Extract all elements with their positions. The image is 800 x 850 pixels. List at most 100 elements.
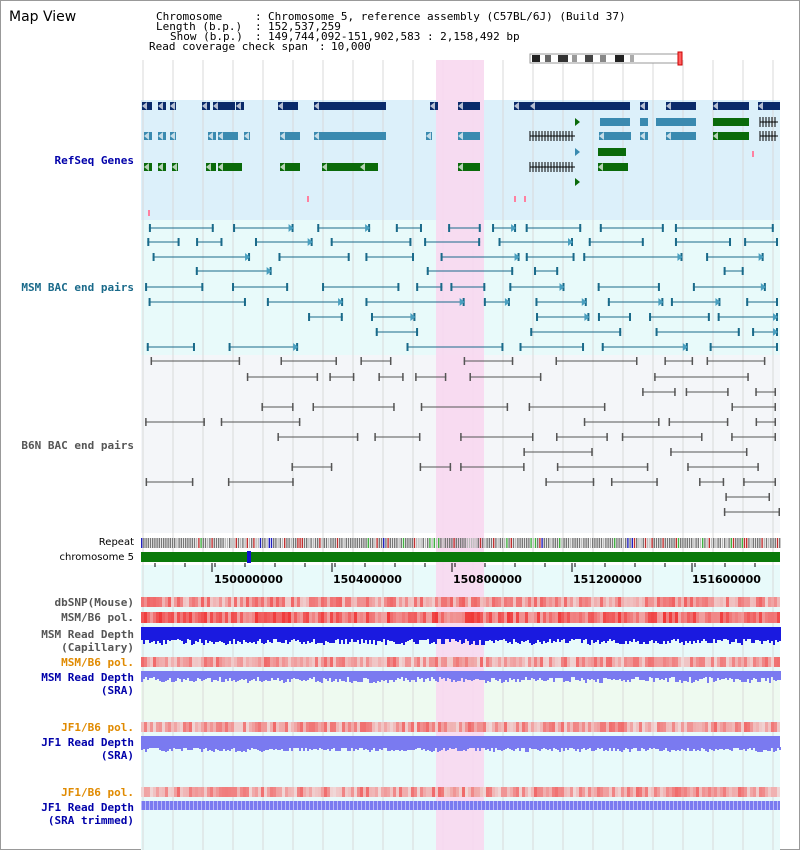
heat-cell (144, 722, 147, 732)
depth-bar (141, 637, 143, 640)
heat-cell (474, 657, 477, 667)
heat-cell (606, 657, 609, 667)
repeat-mark (156, 538, 158, 548)
heat-cell (462, 657, 465, 667)
heat-cell (447, 612, 450, 623)
repeat-mark (726, 538, 728, 548)
heat-cell (174, 597, 177, 607)
heat-cell (366, 657, 369, 667)
bac-arrow (677, 253, 683, 261)
depth-bar (651, 637, 653, 640)
heat-cell (768, 787, 771, 797)
depth-bar (519, 637, 521, 644)
depth-bar (679, 747, 681, 751)
bac-end (220, 418, 223, 426)
depth-bar (607, 637, 609, 641)
heat-cell (537, 722, 540, 732)
depth-texture (733, 801, 734, 810)
depth-bar (715, 637, 717, 643)
track-label-refseq[interactable]: RefSeq Genes (54, 154, 134, 167)
depth-texture (537, 801, 538, 810)
repeat-mark (229, 538, 231, 548)
repeat-mark (196, 538, 198, 548)
heat-cell (336, 657, 339, 667)
heat-cell (567, 597, 570, 607)
depth-texture (305, 801, 306, 810)
bac-end (450, 283, 453, 291)
heat-cell (714, 597, 717, 607)
heat-cell (492, 722, 495, 732)
depth-bar (625, 747, 627, 748)
heat-cell (156, 787, 159, 797)
depth-bar (777, 637, 779, 642)
heat-cell (726, 657, 729, 667)
track-label-msm-bac[interactable]: MSM BAC end pairs (21, 281, 134, 294)
repeat-mark (521, 538, 523, 548)
track-label-msm-depth-capillary[interactable]: MSM Read Depth (41, 628, 134, 641)
heat-cell (564, 597, 567, 607)
track-label-b6n-bac[interactable]: B6N BAC end pairs (21, 439, 134, 452)
bac-end (670, 448, 672, 456)
heat-cell (414, 657, 417, 667)
bac-end (725, 493, 727, 501)
depth-bar (451, 637, 453, 639)
bac-end (757, 463, 759, 471)
heat-cell (210, 657, 213, 667)
track-label-jf1-b6-pol-2[interactable]: JF1/B6 pol. (61, 786, 134, 799)
depth-bar (637, 637, 639, 641)
heat-cell (423, 787, 426, 797)
bac-end (523, 463, 525, 471)
depth-texture (457, 801, 458, 810)
depth-bar (281, 747, 283, 749)
depth-bar (181, 637, 183, 641)
depth-bar (399, 747, 401, 751)
heat-cell (606, 612, 609, 623)
heat-cell (414, 612, 417, 623)
depth-texture (629, 801, 630, 810)
ideogram-band (630, 55, 634, 62)
repeat-mark (631, 538, 633, 548)
track-label-jf1-depth-trimmed[interactable]: JF1 Read Depth (41, 801, 134, 814)
heat-cell (144, 597, 147, 607)
track-label-msm-b6-pol-sra[interactable]: MSM/B6 pol. (61, 656, 134, 669)
heat-cell (291, 597, 294, 607)
heat-cell (396, 722, 399, 732)
heat-cell (396, 612, 399, 623)
depth-texture (437, 801, 438, 810)
depth-texture (389, 801, 390, 810)
heat-cell (390, 722, 393, 732)
track-label-jf1-b6-pol[interactable]: JF1/B6 pol. (61, 721, 134, 734)
depth-bar (511, 637, 513, 644)
heat-cell (333, 722, 336, 732)
repeat-mark (691, 538, 693, 548)
track-label-repeat[interactable]: Repeat (98, 537, 134, 548)
bac-end (440, 253, 443, 261)
gene-block (213, 102, 235, 110)
heat-cell (192, 787, 195, 797)
heat-cell (498, 612, 501, 623)
heat-cell (264, 612, 267, 623)
depth-bar (501, 747, 503, 751)
gene-arrow (575, 178, 580, 186)
heat-cell (321, 597, 324, 607)
depth-texture (481, 801, 482, 810)
depth-bar (461, 747, 463, 751)
heat-cell (558, 597, 561, 607)
heat-cell (591, 787, 594, 797)
heat-cell (561, 657, 564, 667)
depth-bar (623, 747, 625, 750)
ideogram-band (558, 55, 568, 62)
depth-bar (675, 747, 677, 751)
track-label-dbsnp[interactable]: dbSNP(Mouse) (54, 596, 134, 609)
repeat-mark (699, 538, 702, 548)
repeat-mark (233, 538, 235, 548)
track-label-jf1-depth-sra[interactable]: JF1 Read Depth (41, 736, 134, 749)
bac-end (375, 328, 378, 336)
track-label-msm-b6-pol[interactable]: MSM/B6 pol. (61, 611, 134, 624)
heat-cell (228, 612, 231, 623)
depth-bar (711, 637, 713, 643)
track-label-chromosome[interactable]: chromosome 5 (59, 552, 134, 563)
heat-cell (510, 722, 513, 732)
track-label-msm-depth-sra[interactable]: MSM Read Depth (41, 671, 134, 684)
